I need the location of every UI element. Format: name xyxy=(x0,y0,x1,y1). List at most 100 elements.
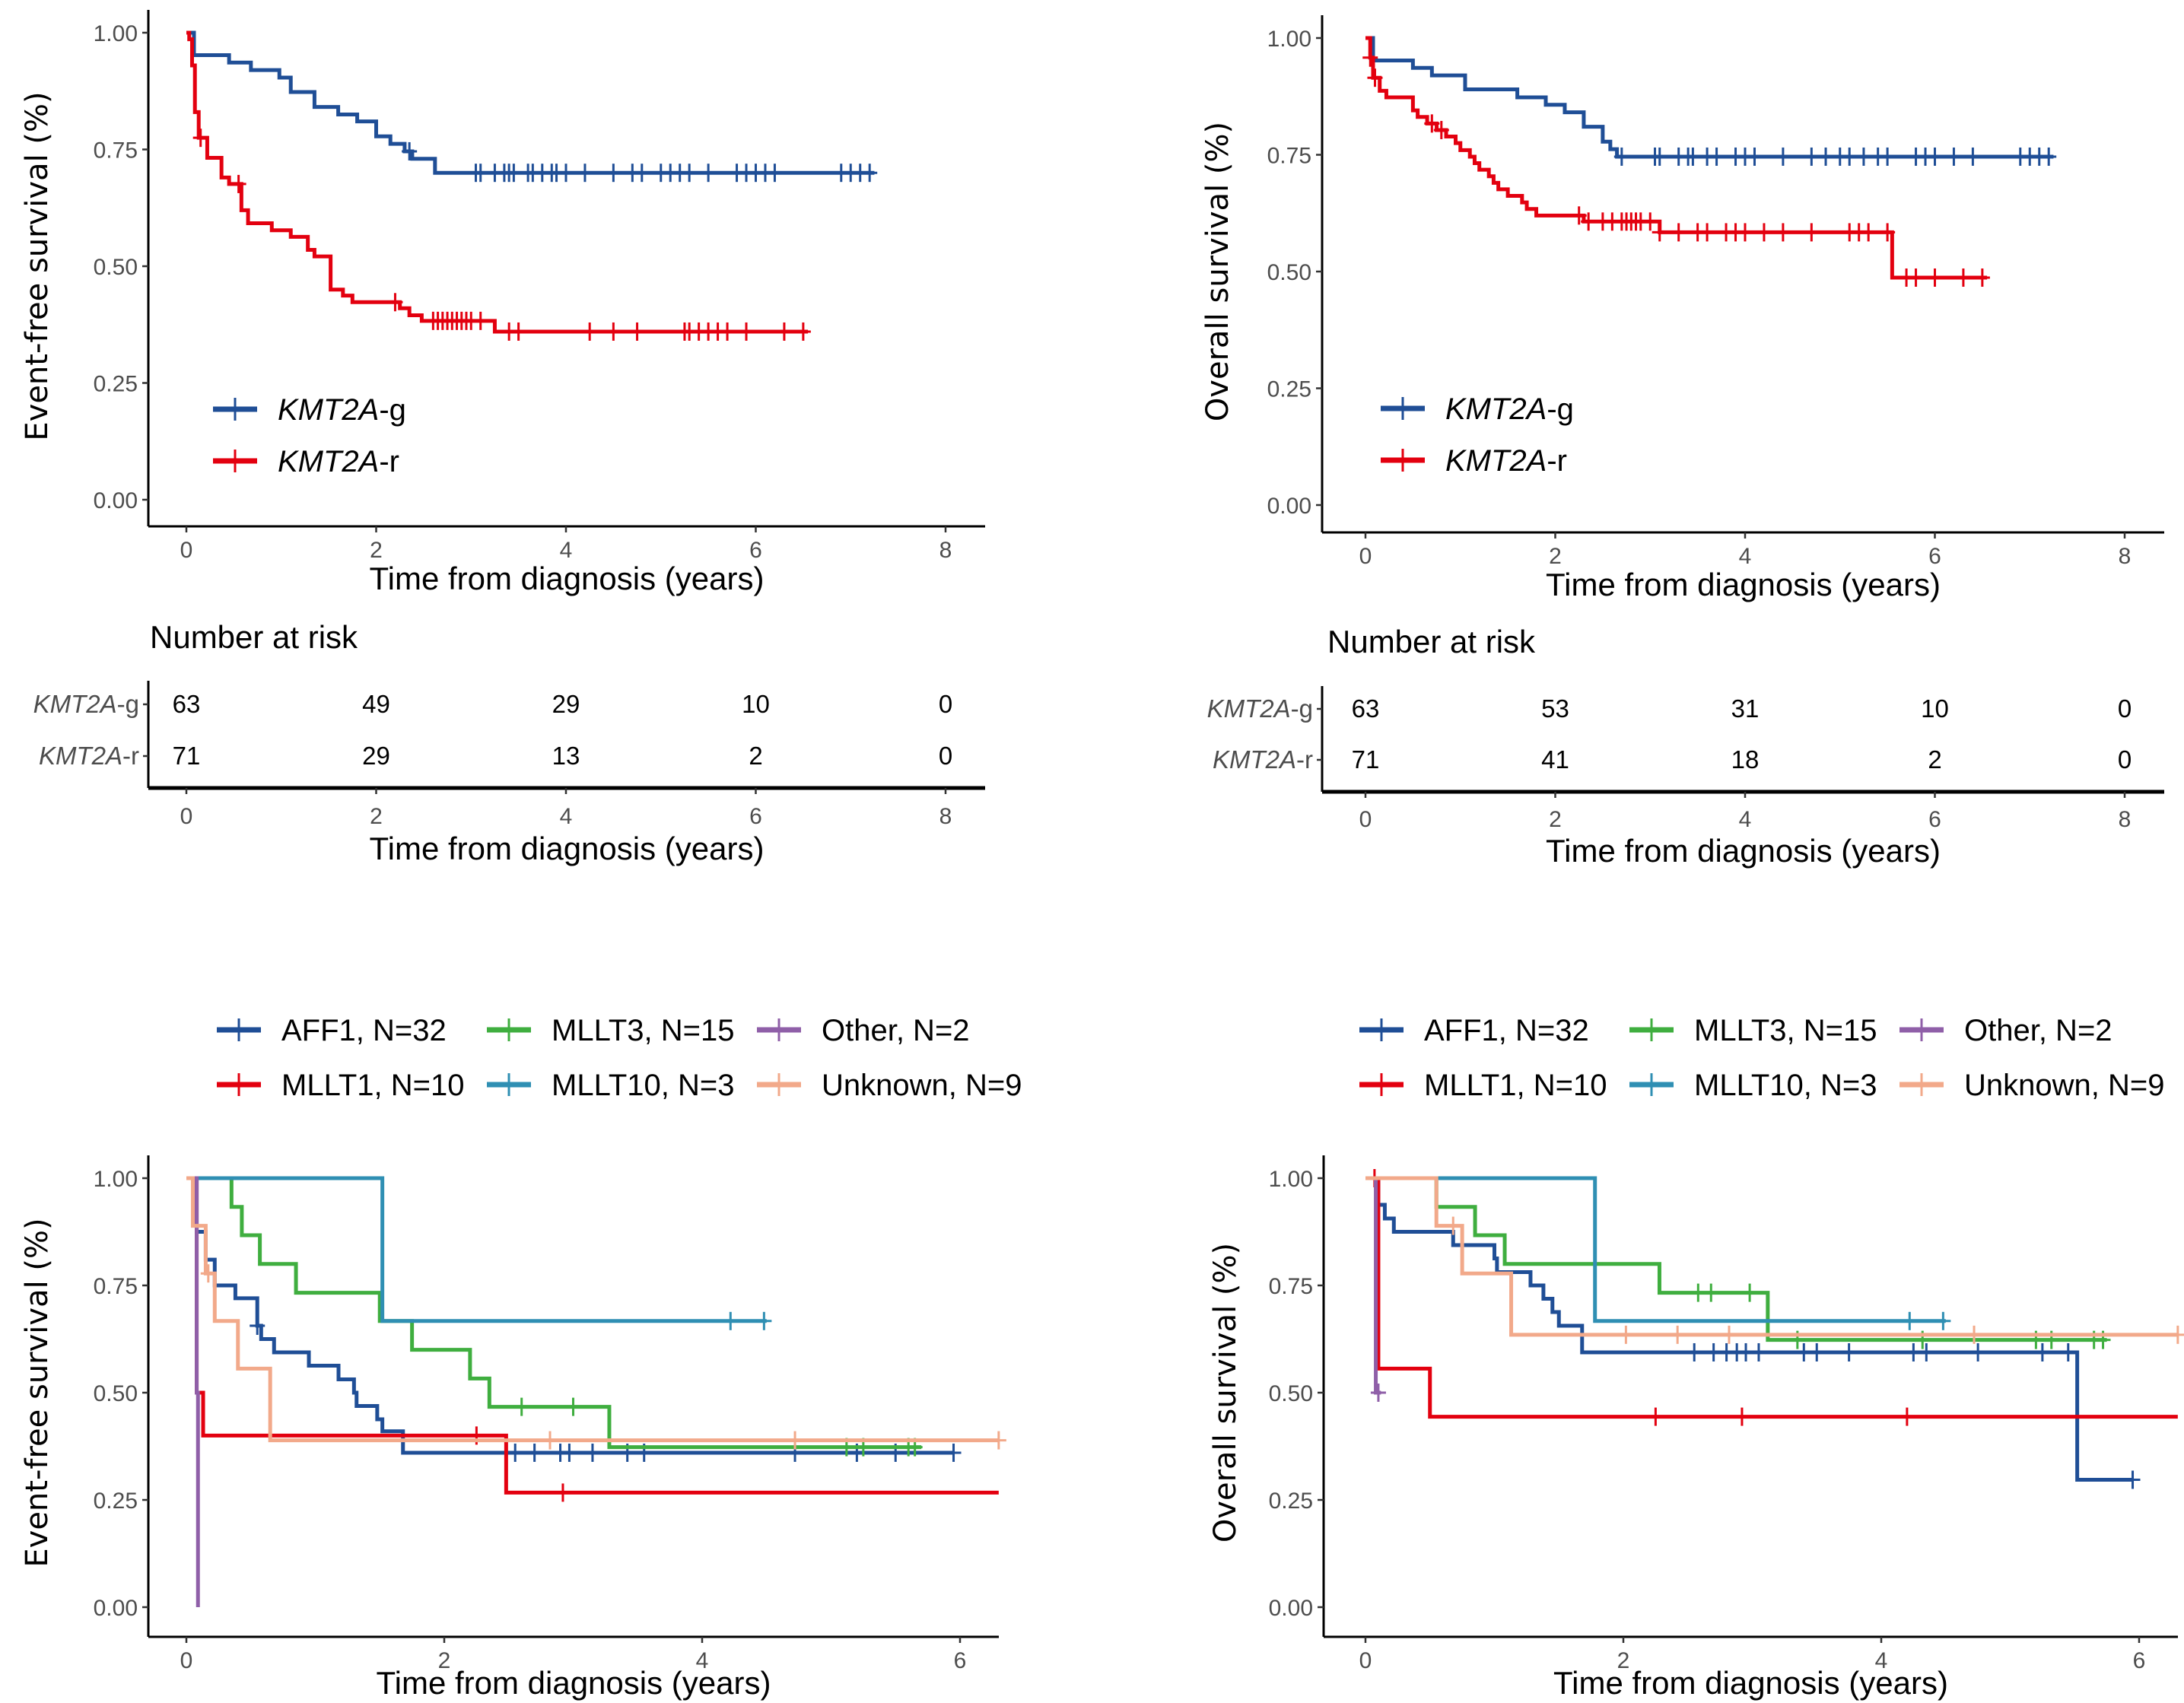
risk-row-label: KMT2A-r xyxy=(39,742,139,770)
x-tick-label: 2 xyxy=(1549,544,1562,569)
risk-row-suffix: -g xyxy=(1291,694,1313,723)
x-axis-title: Time from diagnosis (years) xyxy=(377,1665,771,1701)
legend-item: Unknown, N=9 xyxy=(1899,1069,2164,1102)
legend-label: MLLT1, N=10 xyxy=(281,1069,465,1102)
survival-step-line xyxy=(186,30,809,334)
series-mllt3-n-15 xyxy=(186,1176,923,1457)
legend-label: MLLT1, N=10 xyxy=(1424,1069,1607,1102)
risk-row-label: KMT2A-r xyxy=(1213,745,1313,774)
legend-label: MLLT10, N=3 xyxy=(552,1069,735,1102)
risk-count: 53 xyxy=(1541,694,1569,723)
legend-item: KMT2A-g xyxy=(213,393,406,427)
legend-item: AFF1, N=32 xyxy=(1359,1014,1589,1047)
legend-item: Other, N=2 xyxy=(1899,1014,2112,1047)
legend-label: AFF1, N=32 xyxy=(1424,1014,1589,1047)
legend: AFF1, N=32 MLLT1, N=10 MLLT3, N=15 MLLT10, … xyxy=(1359,1014,2164,1102)
x-tick-label: 6 xyxy=(749,538,762,563)
y-tick-label: 0.50 xyxy=(94,1381,138,1406)
legend-label-suffix: -r xyxy=(379,445,399,478)
survival-step-line xyxy=(186,1176,767,1323)
risk-x-tick-label: 0 xyxy=(1359,807,1372,832)
legend-label-suffix: -r xyxy=(1547,444,1567,478)
x-axis-title: Time from diagnosis (years) xyxy=(370,561,765,596)
x-axis-title: Time from diagnosis (years) xyxy=(1553,1665,1948,1701)
legend-label-suffix: -g xyxy=(1547,392,1574,426)
legend-item: Unknown, N=9 xyxy=(757,1069,1022,1102)
risk-count: 13 xyxy=(552,742,580,770)
risk-x-tick-label: 2 xyxy=(370,804,383,829)
risk-x-tick-label: 4 xyxy=(560,804,573,829)
legend: AFF1, N=32 MLLT1, N=10 MLLT3, N=15 MLLT10, … xyxy=(217,1014,1022,1102)
survival-step-line xyxy=(1365,1176,2107,1342)
legend-label: KMT2A-g xyxy=(1445,392,1574,426)
series-aff1-n-32 xyxy=(186,1176,962,1462)
survival-step-line xyxy=(1365,36,2054,159)
y-tick-label: 1.00 xyxy=(94,21,138,46)
y-tick-label: 0.25 xyxy=(94,1489,138,1514)
y-tick-label: 0.25 xyxy=(94,372,138,397)
legend-label: Other, N=2 xyxy=(822,1014,970,1047)
survival-step-line xyxy=(186,1176,999,1443)
risk-count: 18 xyxy=(1731,745,1760,774)
series-mllt10-n-3 xyxy=(1365,1176,1951,1330)
x-tick-label: 0 xyxy=(1359,1648,1372,1673)
risk-x-axis-title: Time from diagnosis (years) xyxy=(1546,833,1941,869)
survival-step-line xyxy=(186,1176,954,1455)
km-panel-panel_efs_group: 0.00 0.25 0.50 0.75 1.00 0 2 4 6 8 Event-free surv… xyxy=(20,10,985,866)
series-kmt2a-g xyxy=(186,30,878,183)
risk-row-suffix: -r xyxy=(122,742,139,770)
y-tick-label: 0.50 xyxy=(94,255,138,280)
x-axis-title: Time from diagnosis (years) xyxy=(1546,567,1941,602)
x-tick-label: 4 xyxy=(560,538,573,563)
km-panel-panel_efs_partner: 0.00 0.25 0.50 0.75 1.00 0 2 4 6 Event-free survi… xyxy=(20,1014,1022,1701)
risk-count: 49 xyxy=(362,690,390,718)
risk-count: 0 xyxy=(939,690,952,718)
y-tick-label: 0.50 xyxy=(1267,260,1311,285)
legend-item: MLLT3, N=15 xyxy=(1629,1014,1877,1047)
y-axis-title: Event-free survival (%) xyxy=(20,1218,55,1567)
risk-count: 0 xyxy=(2118,745,2132,774)
y-axis-title: Overall survival (%) xyxy=(1208,1243,1243,1543)
risk-x-tick-label: 8 xyxy=(2119,807,2132,832)
survival-step-line xyxy=(1365,1176,2178,1419)
risk-x-tick-label: 0 xyxy=(180,804,193,829)
risk-count: 2 xyxy=(1928,745,1941,774)
risk-row-gene: KMT2A xyxy=(39,742,122,770)
series-unknown-n-9 xyxy=(186,1176,1006,1450)
legend-item: MLLT10, N=3 xyxy=(1629,1069,1877,1102)
y-tick-label: 0.00 xyxy=(94,1596,138,1621)
x-tick-label: 4 xyxy=(1739,544,1752,569)
risk-row-suffix: -g xyxy=(117,690,139,718)
x-tick-label: 0 xyxy=(180,1648,193,1673)
risk-x-tick-label: 8 xyxy=(939,804,952,829)
legend-label-gene: KMT2A xyxy=(278,393,379,427)
risk-x-tick-label: 4 xyxy=(1739,807,1752,832)
y-tick-label: 0.25 xyxy=(1267,377,1311,402)
survival-step-line xyxy=(186,30,875,175)
risk-count: 29 xyxy=(552,690,580,718)
legend-item: AFF1, N=32 xyxy=(217,1014,447,1047)
legend-label-gene: KMT2A xyxy=(278,445,379,478)
y-tick-label: 0.00 xyxy=(1269,1596,1313,1621)
x-tick-label: 4 xyxy=(1875,1648,1888,1673)
series-unknown-n-9 xyxy=(1365,1176,2184,1344)
risk-count: 41 xyxy=(1541,745,1569,774)
survival-step-line xyxy=(1365,1176,2178,1337)
x-tick-label: 4 xyxy=(696,1648,709,1673)
series-kmt2a-g xyxy=(1365,36,2057,166)
risk-row-suffix: -r xyxy=(1296,745,1313,774)
legend-item: KMT2A-g xyxy=(1381,392,1574,426)
legend-label: MLLT3, N=15 xyxy=(552,1014,735,1047)
risk-count: 71 xyxy=(173,742,201,770)
y-tick-label: 0.75 xyxy=(1267,144,1311,169)
series-kmt2a-r xyxy=(186,30,811,341)
risk-table-title: Number at risk xyxy=(1327,624,1536,659)
legend-item: KMT2A-r xyxy=(213,445,399,478)
risk-row-gene: KMT2A xyxy=(1213,745,1296,774)
risk-x-axis-title: Time from diagnosis (years) xyxy=(370,831,765,866)
risk-count: 10 xyxy=(742,690,770,718)
legend-label: Other, N=2 xyxy=(1964,1014,2112,1047)
